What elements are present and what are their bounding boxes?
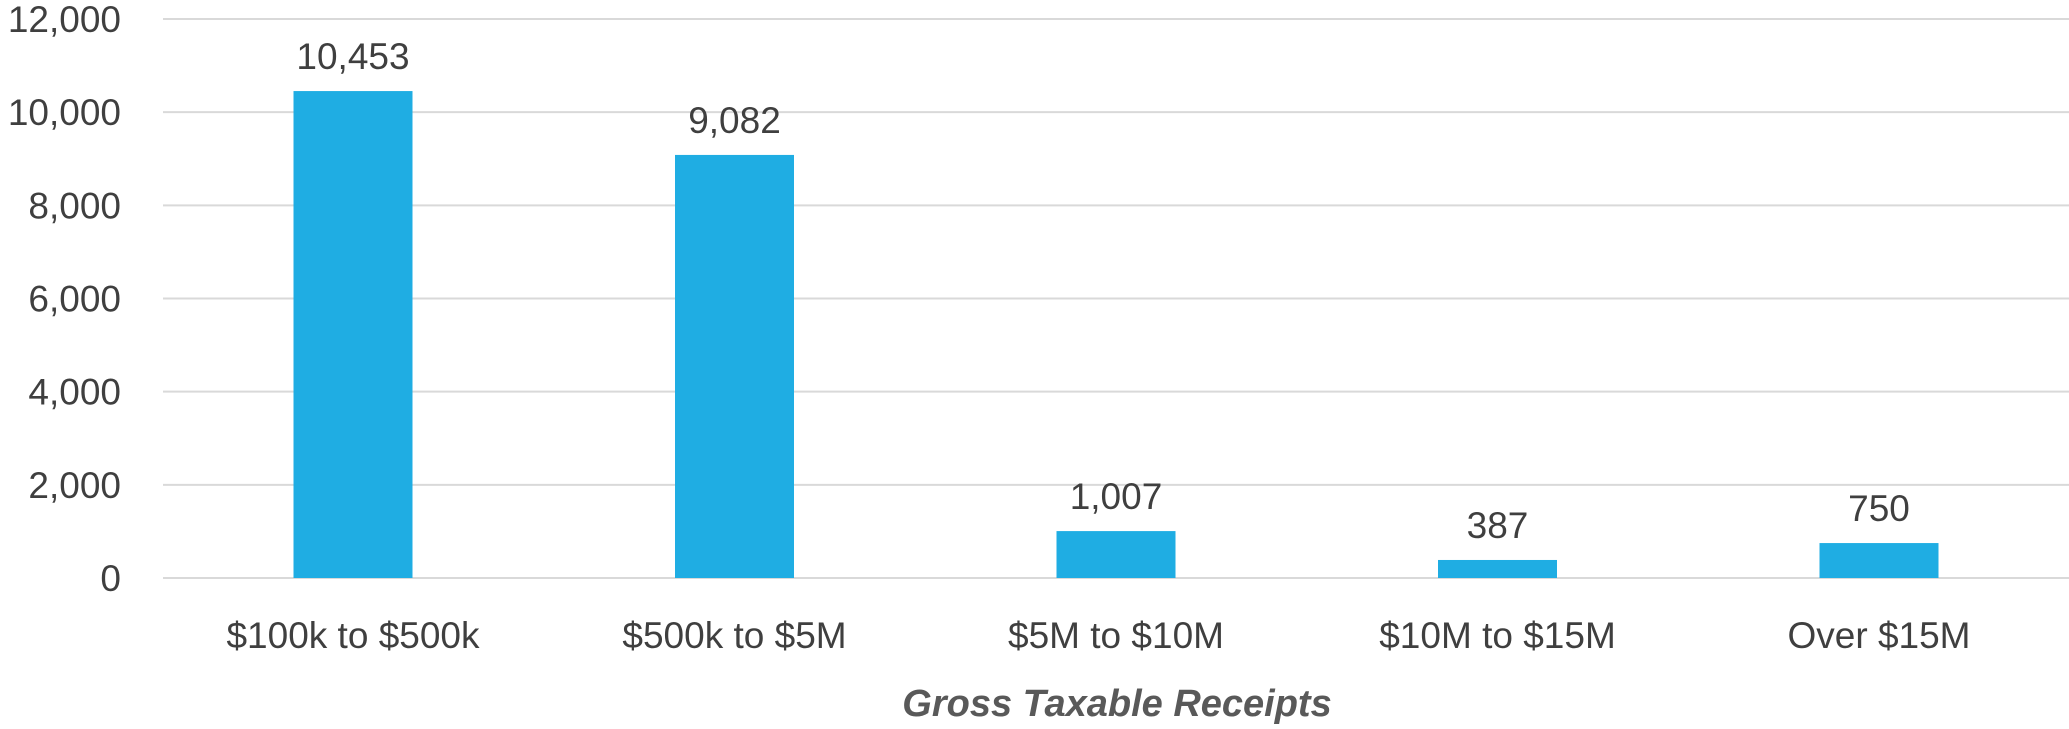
data-label: 10,453 <box>296 36 409 77</box>
bar <box>675 154 794 578</box>
x-axis-title: Gross Taxable Receipts <box>902 683 1331 724</box>
x-tick-label: $500k to $5M <box>622 615 846 656</box>
y-tick-label: 6,000 <box>28 279 121 320</box>
data-label: 387 <box>1467 505 1529 546</box>
bar <box>293 91 413 578</box>
bar <box>1819 543 1939 578</box>
y-tick-label: 12,000 <box>8 0 121 40</box>
y-tick-label: 8,000 <box>28 185 121 226</box>
data-label: 9,082 <box>688 100 781 141</box>
x-tick-label: $10M to $15M <box>1379 615 1616 656</box>
gridlines <box>163 18 2069 579</box>
x-tick-label: $100k to $500k <box>226 615 480 656</box>
y-tick-label: 0 <box>100 558 121 599</box>
data-label: 1,007 <box>1070 476 1163 517</box>
y-axis-tick-labels: 0 2,000 4,000 6,000 8,000 10,000 12,000 <box>8 0 121 599</box>
x-tick-label: Over $15M <box>1787 615 1970 656</box>
y-tick-label: 10,000 <box>8 92 121 133</box>
x-axis-category-labels: $100k to $500k $500k to $5M $5M to $10M $10… <box>226 615 1970 656</box>
bar <box>1056 531 1176 578</box>
data-label: 750 <box>1848 488 1910 529</box>
y-tick-label: 4,000 <box>28 372 121 413</box>
data-labels: 10,453 9,082 1,007 387 750 <box>296 36 1909 546</box>
y-tick-label: 2,000 <box>28 465 121 506</box>
bar <box>1438 559 1557 578</box>
bars <box>293 91 1939 578</box>
x-tick-label: $5M to $10M <box>1008 615 1224 656</box>
